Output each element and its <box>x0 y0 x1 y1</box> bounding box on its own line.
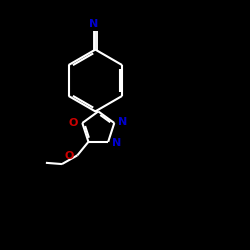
Text: N: N <box>118 117 127 127</box>
Text: O: O <box>65 152 74 162</box>
Text: N: N <box>90 19 99 29</box>
Text: O: O <box>68 118 78 128</box>
Text: N: N <box>112 138 121 148</box>
